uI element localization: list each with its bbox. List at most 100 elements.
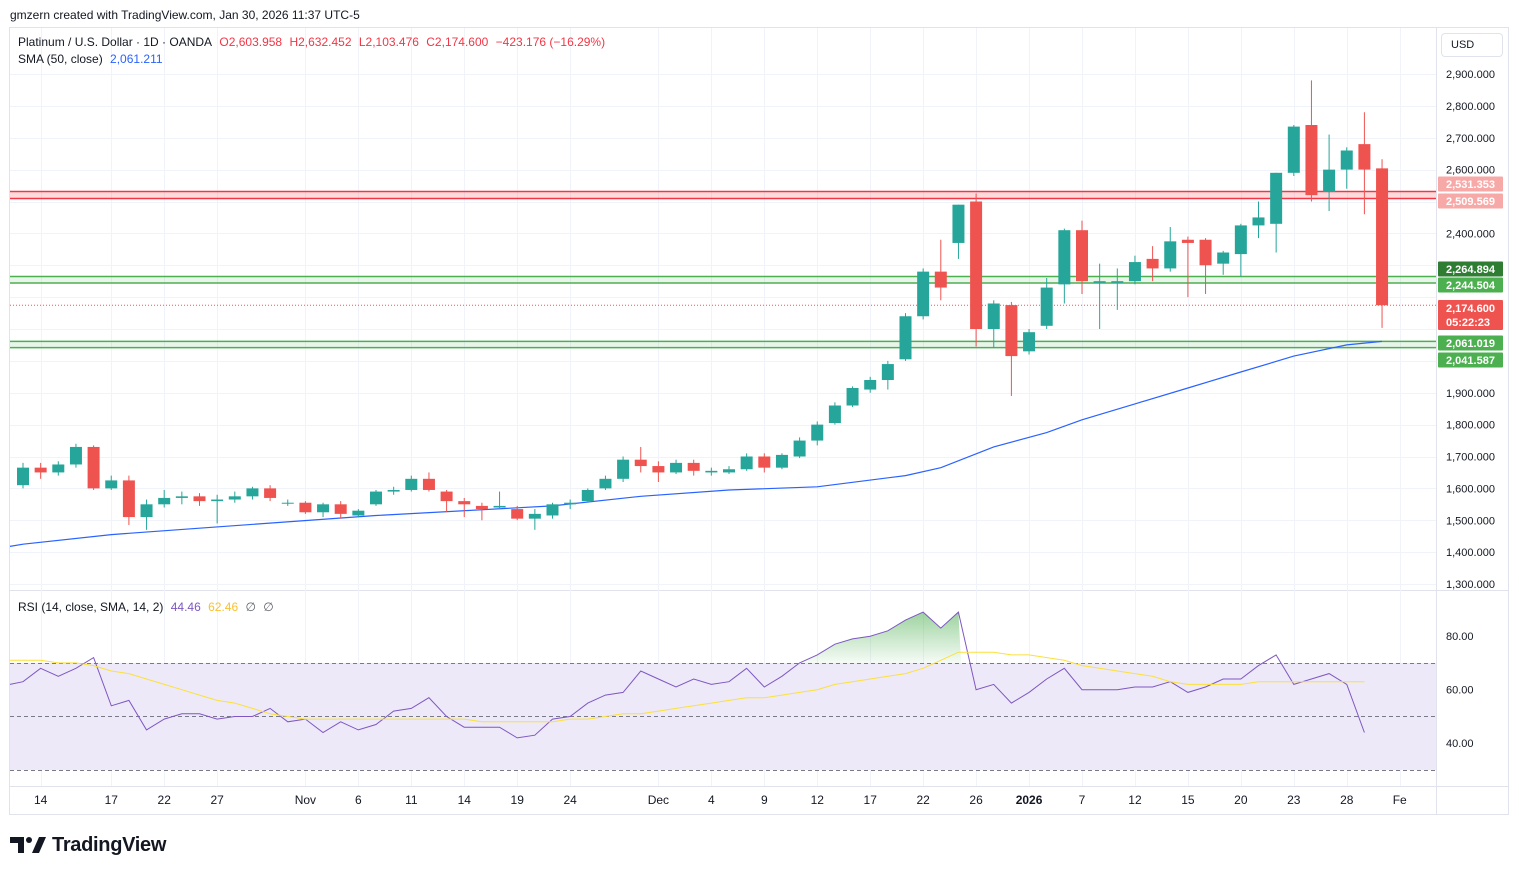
time-tick-label: Nov — [295, 793, 316, 807]
rsi-overbought-fill — [796, 612, 962, 663]
time-tick-label: 2026 — [1016, 793, 1043, 807]
time-tick-label: 6 — [355, 793, 362, 807]
support-tag: 2,244.504 — [1446, 280, 1496, 292]
time-tick-label: 20 — [1234, 793, 1248, 807]
candle-body — [917, 271, 930, 317]
candle-body — [387, 489, 400, 492]
candle-body — [458, 501, 471, 505]
candle-body — [1323, 169, 1336, 192]
candle-body — [493, 505, 506, 508]
candle-body — [299, 502, 312, 513]
support-tag-bg — [1438, 261, 1503, 277]
resistance-tag: 2,531.353 — [1446, 179, 1495, 191]
candle-body — [69, 446, 82, 465]
resistance-zone — [10, 191, 1436, 199]
candle-body — [652, 466, 665, 473]
candle-body — [1376, 168, 1389, 306]
time-tick-label: 26 — [969, 793, 983, 807]
candle-body — [17, 467, 29, 486]
candle-body — [87, 446, 100, 489]
rsi-legend: RSI (14, close, SMA, 14, 2) 44.46 62.46 … — [18, 600, 278, 614]
sma-value: 2,061.211 — [110, 52, 163, 66]
candle-body — [264, 488, 277, 498]
time-tick-label: 11 — [405, 793, 418, 807]
candle-body — [228, 496, 241, 500]
sma-series — [9, 340, 1383, 547]
time-tick-label: Dec — [648, 793, 669, 807]
rsi-label: RSI (14, close, SMA, 14, 2) — [18, 600, 164, 614]
candle-body — [370, 491, 382, 505]
candle-body — [1340, 150, 1353, 170]
candle-body — [564, 502, 577, 505]
rsi-line — [9, 611, 1365, 739]
support-zone — [10, 341, 1436, 348]
candle-body — [475, 505, 488, 510]
price-axis: 1,300.000 1,400.000 1,500.000 1,600.000 1,70… — [1438, 69, 1503, 750]
candle-body — [334, 504, 347, 514]
candle-body — [1076, 230, 1088, 282]
candle-body — [1040, 287, 1053, 326]
candle-body — [828, 405, 841, 424]
sma-line-start — [9, 543, 24, 547]
currency-button[interactable]: USD — [1441, 33, 1503, 57]
candle-body — [352, 510, 365, 516]
candle-body — [1270, 172, 1283, 224]
candle-body — [246, 488, 259, 497]
candle-body — [122, 480, 135, 518]
rsi-tick-label: 60.00 — [1446, 685, 1474, 697]
candle-body — [281, 502, 294, 504]
candle-body — [864, 380, 877, 390]
time-tick-label: 28 — [1340, 793, 1354, 807]
candle-body — [970, 201, 983, 329]
candle-body — [34, 467, 47, 473]
price-tick-label: 1,600.000 — [1446, 483, 1495, 495]
support-tag-bg — [1438, 352, 1503, 368]
candle-body — [1305, 125, 1318, 196]
candle-body — [52, 464, 65, 473]
tradingview-logo-icon — [10, 837, 46, 853]
support-tag: 2,061.019 — [1446, 338, 1495, 350]
price-tick-label: 1,800.000 — [1446, 420, 1495, 432]
candlestick-series — [17, 80, 1389, 530]
candle-body — [581, 489, 594, 502]
legend-change: −423.176 (−16.29%) — [495, 35, 606, 49]
rsi-tick-label: 40.00 — [1446, 738, 1474, 750]
rsi-value: 44.46 — [170, 600, 201, 614]
candle-body — [634, 459, 647, 467]
legend-symbol: Platinum / U.S. Dollar · 1D · OANDA — [18, 35, 213, 49]
support-tag-bg — [1438, 335, 1503, 351]
resistance-tag-bg — [1438, 193, 1503, 209]
last-price-tag-bg — [1438, 300, 1503, 330]
rsi-tick-label: 80.00 — [1446, 631, 1474, 643]
price-tick-label: 2,900.000 — [1446, 69, 1495, 81]
candle-body — [599, 478, 612, 489]
candle-body — [317, 504, 330, 513]
candle-body — [1181, 239, 1194, 243]
candle-body — [899, 316, 912, 360]
time-tick-label: 14 — [458, 793, 472, 807]
price-tick-label: 1,400.000 — [1446, 547, 1495, 559]
support-tag: 2,264.894 — [1446, 264, 1496, 276]
candle-body — [528, 513, 541, 519]
candle-body — [1199, 239, 1212, 266]
support-zone — [10, 276, 1436, 283]
time-tick-label: 15 — [1181, 793, 1195, 807]
time-tick-label: 7 — [1079, 793, 1086, 807]
candle-body — [881, 364, 894, 380]
legend-close: C2,174.600 — [426, 35, 489, 49]
candle-body — [987, 303, 1000, 329]
time-tick-label: 24 — [563, 793, 577, 807]
candle-body — [1164, 241, 1177, 269]
candle-body — [511, 509, 524, 519]
tradingview-brand[interactable]: TradingView — [10, 833, 166, 857]
candle-body — [158, 497, 171, 505]
price-tick-label: 2,600.000 — [1446, 165, 1495, 177]
time-tick-label: 27 — [210, 793, 224, 807]
sma-line — [22, 340, 1383, 545]
candle-body — [934, 271, 947, 288]
candle-body — [705, 470, 718, 473]
candle-body — [140, 504, 153, 518]
candle-body — [687, 462, 700, 471]
candle-body — [617, 459, 630, 479]
